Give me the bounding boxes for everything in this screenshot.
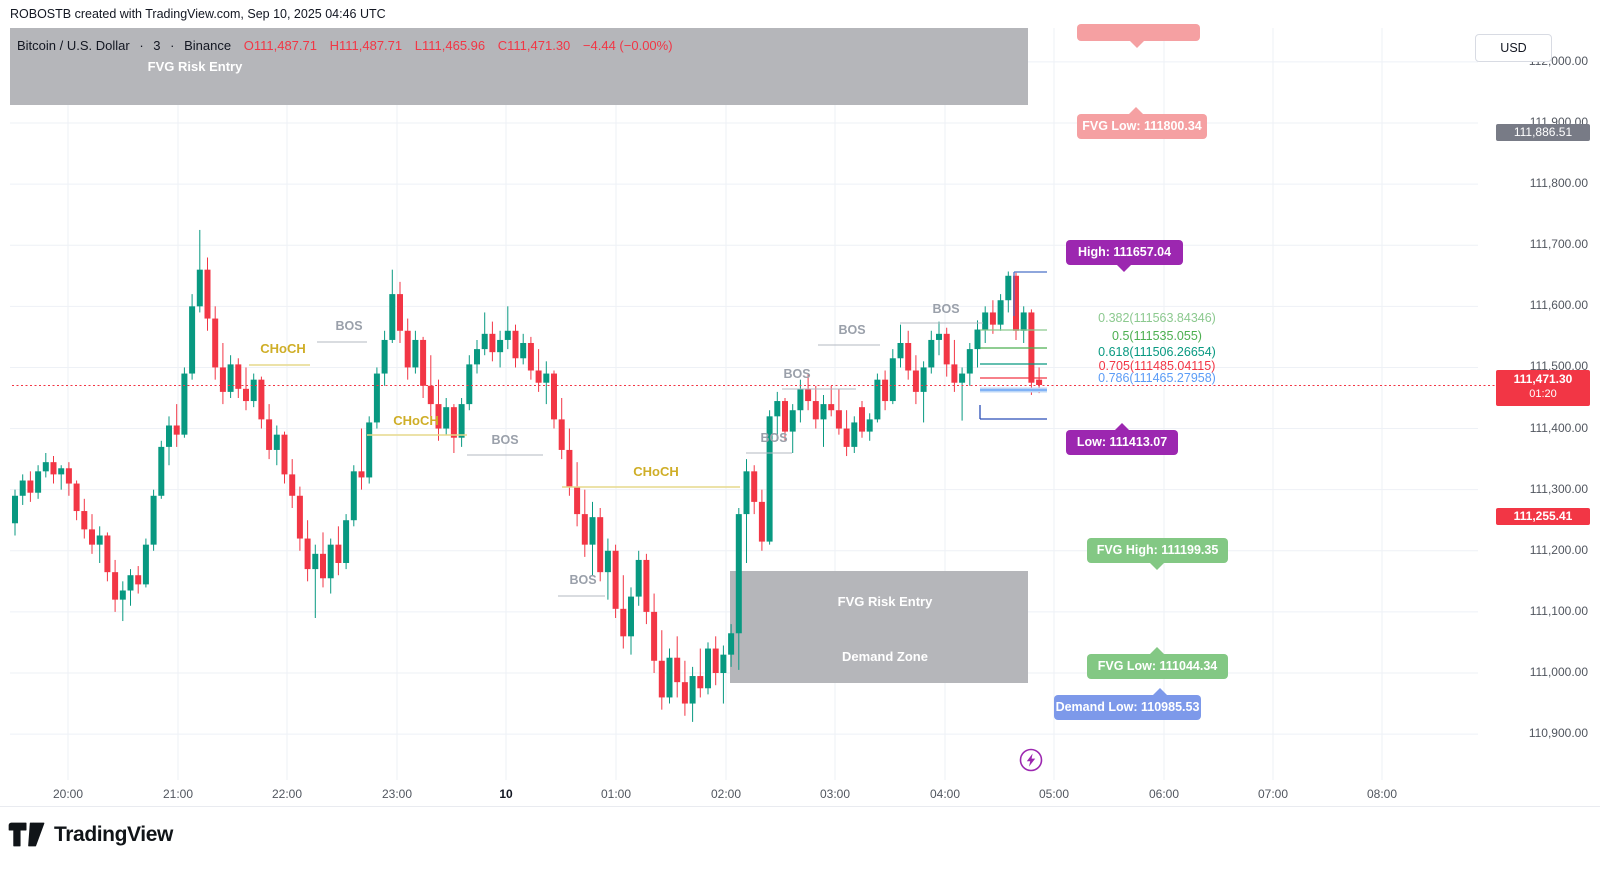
bos-label[interactable]: BOS	[335, 319, 363, 333]
price-axis-label: 111,000.00	[1529, 664, 1588, 679]
choch-label[interactable]: CHoCH	[260, 341, 306, 356]
fvg-low-upper-callout[interactable]: FVG Low: 111800.34	[1077, 107, 1207, 139]
choch-label[interactable]: CHoCH	[633, 464, 679, 479]
fvg-risk-entry-upper-zone-label: FVG Risk Entry	[147, 59, 243, 74]
low-callout-pointer	[1115, 423, 1129, 430]
fib-level-label[interactable]: 0.382(111563.84346)	[1098, 311, 1216, 325]
price-axis-label: 111,200.00	[1529, 542, 1588, 557]
interval-value[interactable]: 3	[153, 38, 161, 53]
bos-label[interactable]: BOS	[838, 323, 866, 337]
separator: ·	[139, 38, 144, 53]
bos-label[interactable]: BOS	[760, 431, 788, 445]
high-callout-pointer	[1117, 265, 1131, 272]
price-axis-label: 111,100.00	[1529, 603, 1588, 618]
time-axis-label: 01:00	[600, 787, 632, 801]
low-value: L111,465.96	[414, 38, 486, 53]
bos-label[interactable]: BOS	[491, 433, 519, 447]
symbol-ohlc-bar[interactable]: Bitcoin / U.S. Dollar · 3 · Binance O111…	[17, 38, 673, 53]
high-callout[interactable]: High: 111657.04	[1066, 240, 1183, 272]
fvg-low-upper-callout-pointer	[1129, 107, 1143, 114]
bos-label[interactable]: BOS	[783, 367, 811, 381]
change-value: −4.44 (−0.00%)	[582, 38, 673, 53]
price-axis-label: 111,500.00	[1529, 359, 1588, 374]
fvg-low-lower-callout[interactable]: FVG Low: 111044.34	[1087, 647, 1228, 679]
price-axis-label: 110,900.00	[1528, 726, 1588, 741]
clipped-top-callout-pointer	[1130, 41, 1144, 48]
price-axis-label: 111,400.00	[1529, 420, 1588, 435]
fvg-high-callout[interactable]: FVG High: 111199.35	[1087, 538, 1228, 570]
clipped-top-callout[interactable]	[1077, 24, 1200, 48]
time-axis-label: 06:00	[1148, 787, 1180, 801]
lightning-quick-trade-button[interactable]	[1015, 744, 1047, 776]
current-price-badge: 111,471.30 01:20	[1496, 370, 1590, 406]
lightning-icon	[1026, 753, 1036, 767]
fib-level-label[interactable]: 0.5(111535.055)	[1112, 329, 1202, 343]
current-price-value: 111,471.30	[1513, 372, 1573, 386]
time-axis-label: 20:00	[52, 787, 84, 801]
fib-level-label[interactable]: 0.786(111465.27958)	[1098, 371, 1216, 385]
fib-level-label[interactable]: 0.705(111485.04115)	[1098, 359, 1216, 373]
fvg-high-callout-pointer	[1150, 563, 1164, 570]
bar-countdown: 01:20	[1529, 388, 1557, 400]
time-axis-label: 07:00	[1257, 787, 1289, 801]
axis-divider	[0, 806, 1600, 807]
tradingview-logo-text: TradingView	[54, 822, 173, 846]
demand-low-callout[interactable]: Demand Low: 110985.53	[1054, 688, 1201, 720]
currency-usd-button[interactable]: USD	[1475, 34, 1552, 62]
bos-label[interactable]: BOS	[932, 302, 960, 316]
close-value: C111,471.30	[497, 38, 571, 53]
price-badge-alert: 111,255.41	[1496, 508, 1590, 525]
choch-label[interactable]: CHoCH	[393, 413, 439, 428]
time-axis-label: 08:00	[1366, 787, 1398, 801]
demand-low-callout-pointer	[1153, 688, 1167, 695]
tradingview-logo[interactable]: TradingView	[8, 822, 173, 847]
time-axis-label: 03:00	[819, 787, 851, 801]
price-axis-label: 111,800.00	[1529, 176, 1588, 191]
time-axis-label: 10	[499, 787, 513, 801]
price-axis-label: 111,700.00	[1529, 237, 1588, 252]
time-axis-label: 02:00	[710, 787, 742, 801]
time-axis-label: 05:00	[1038, 787, 1070, 801]
high-value: H111,487.71	[329, 38, 403, 53]
time-axis-label: 22:00	[271, 787, 303, 801]
low-callout[interactable]: Low: 111413.07	[1066, 423, 1178, 455]
attribution-text: ROBOSTB created with TradingView.com, Se…	[10, 7, 386, 21]
demand-zone-label: Demand Zone	[842, 649, 928, 664]
price-axis-label: 111,600.00	[1529, 298, 1588, 313]
fib-level-label[interactable]: 0.618(111506.26654)	[1098, 345, 1216, 359]
tradingview-logo-icon	[8, 822, 45, 847]
time-axis-label: 23:00	[381, 787, 413, 801]
demand-zone-label: FVG Risk Entry	[837, 594, 933, 609]
separator: ·	[170, 38, 175, 53]
price-axis-label: 111,300.00	[1529, 481, 1588, 496]
time-axis-label: 21:00	[162, 787, 194, 801]
price-badge-gray: 111,886.51	[1496, 124, 1590, 141]
bos-label[interactable]: BOS	[569, 573, 597, 587]
fvg-low-lower-callout-pointer	[1150, 647, 1164, 654]
time-axis-label: 04:00	[929, 787, 961, 801]
exchange-name[interactable]: Binance	[184, 38, 232, 53]
open-value: O111,487.71	[243, 38, 317, 53]
symbol-name[interactable]: Bitcoin / U.S. Dollar	[17, 38, 130, 53]
